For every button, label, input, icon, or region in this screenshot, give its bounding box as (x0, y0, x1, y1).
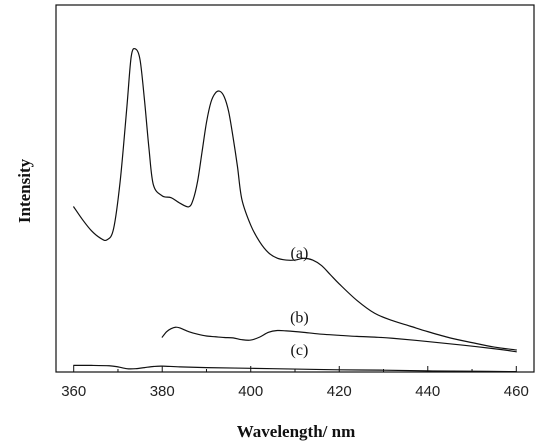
series-labels: (a) (b) (c) (290, 245, 309, 359)
x-axis-label: Wavelength/ nm (237, 422, 356, 441)
series-label-c: (c) (291, 342, 309, 359)
x-axis-ticks: 360 380 400 420 440 460 (61, 366, 529, 400)
series-lines (73, 47, 517, 373)
x-tick-label: 460 (504, 383, 529, 400)
y-axis-label: Intensity (15, 158, 34, 223)
series-line-c (73, 364, 517, 373)
x-tick-label: 420 (327, 383, 352, 400)
series-line-a (73, 47, 517, 351)
series-label-a: (a) (291, 245, 309, 262)
x-tick-label: 440 (415, 383, 440, 400)
series-label-b: (b) (290, 309, 309, 326)
series-line-b (161, 326, 517, 353)
x-tick-label: 360 (61, 383, 86, 400)
x-tick-label: 380 (150, 383, 175, 400)
x-tick-label: 400 (238, 383, 263, 400)
